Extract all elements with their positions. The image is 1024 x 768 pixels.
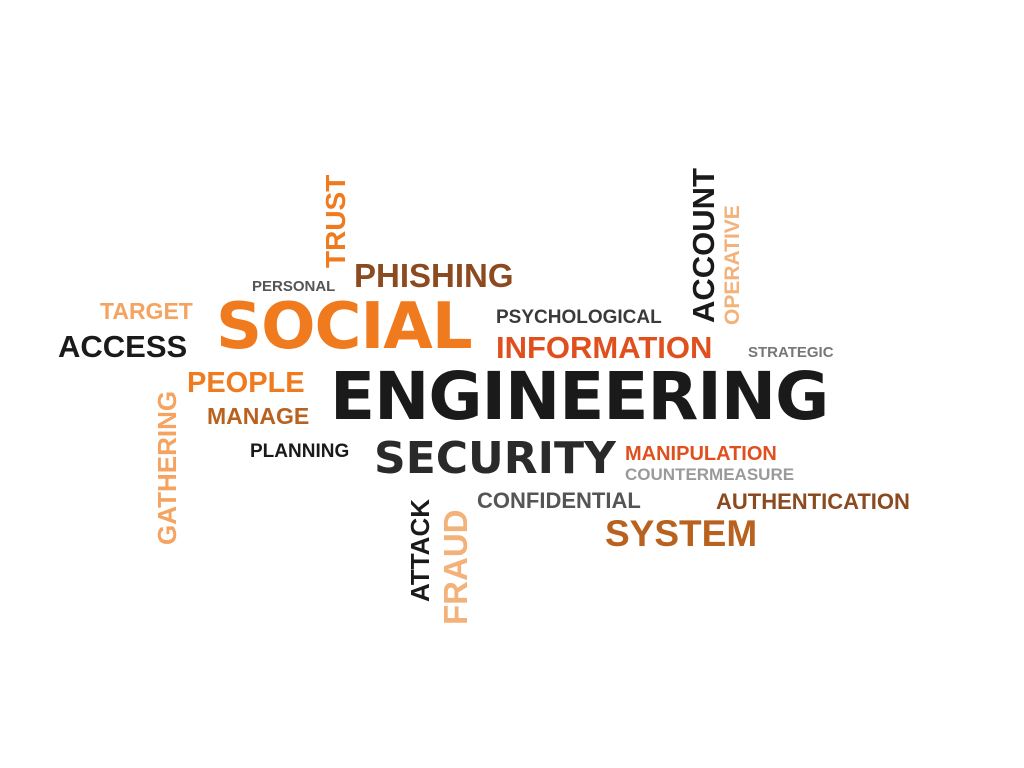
word-countermeasure: COUNTERMEASURE bbox=[625, 465, 795, 484]
word-manipulation: MANIPULATION bbox=[625, 443, 777, 465]
word-trust: TRUST bbox=[320, 174, 351, 268]
word-target: TARGET bbox=[100, 298, 193, 324]
word-manage: MANAGE bbox=[207, 403, 310, 429]
word-strategic: STRATEGIC bbox=[748, 344, 834, 361]
word-attack: ATTACK bbox=[405, 498, 435, 602]
word-personal: PERSONAL bbox=[252, 278, 336, 295]
word-security: SECURITY bbox=[374, 433, 616, 484]
word-authentication: AUTHENTICATION bbox=[716, 489, 910, 514]
word-fraud: FRAUD bbox=[437, 509, 474, 625]
word-access: ACCESS bbox=[58, 329, 188, 364]
word-psychological: PSYCHOLOGICAL bbox=[496, 307, 662, 328]
word-gathering: GATHERING bbox=[152, 390, 182, 545]
word-system: SYSTEM bbox=[605, 513, 758, 554]
word-phishing: PHISHING bbox=[354, 257, 514, 294]
word-planning: PLANNING bbox=[250, 441, 350, 462]
word-social: SOCIAL bbox=[216, 290, 473, 364]
word-engineering: ENGINEERING bbox=[330, 358, 829, 435]
word-information: INFORMATION bbox=[496, 330, 713, 365]
word-confidential: CONFIDENTIAL bbox=[477, 488, 641, 513]
word-people: PEOPLE bbox=[187, 367, 305, 399]
word-operative: OPERATIVE bbox=[721, 205, 744, 325]
word-account: ACCOUNT bbox=[686, 168, 721, 323]
